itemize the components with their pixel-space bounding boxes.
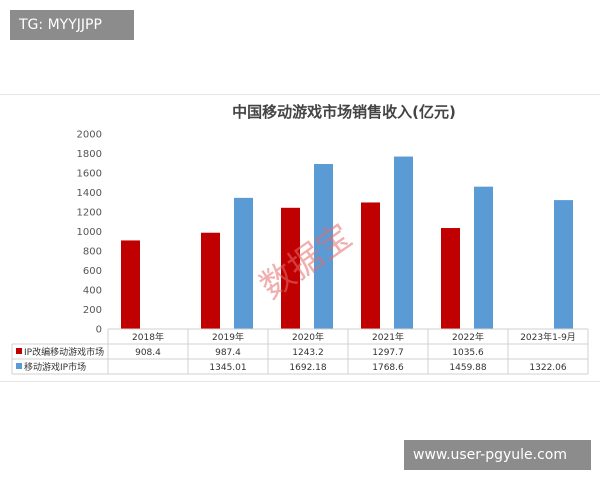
y-tick-label: 1800	[77, 149, 102, 160]
data-value-label: 1345.01	[209, 363, 246, 373]
data-value-label: 1692.18	[289, 363, 326, 373]
y-axis: 0 200 400 600 800 1000 1200 1400 1600 1800 2000	[77, 130, 102, 336]
x-category-label: 2021年	[372, 331, 404, 343]
y-tick-label: 600	[83, 266, 102, 277]
y-tick-label: 2000	[77, 130, 102, 141]
legend-swatch-mobile-ip	[16, 363, 22, 369]
data-value-label: 1322.06	[529, 363, 566, 373]
bar-ip-adapted	[441, 228, 460, 329]
data-value-label: 1243.2	[292, 348, 324, 358]
watermark-text: 数据宝	[253, 216, 359, 307]
chart-title: 中国移动游戏市场销售收入(亿元)	[232, 103, 456, 121]
y-tick-label: 400	[83, 286, 102, 297]
y-tick-label: 0	[96, 325, 102, 336]
bar-mobile-ip	[394, 156, 413, 329]
data-value-label: 1768.6	[372, 363, 404, 373]
x-category-label: 2019年	[212, 331, 244, 343]
bar-mobile-ip	[234, 197, 253, 329]
y-tick-label: 1000	[77, 227, 102, 238]
legend-swatch-ip-adapted	[16, 348, 22, 354]
bar-ip-adapted	[361, 202, 380, 329]
telegram-badge: TG: MYYJJPP	[10, 10, 134, 40]
data-value-label: 1459.88	[449, 363, 486, 373]
y-tick-label: 200	[83, 305, 102, 316]
data-table: 2018年 2019年 2020年 2021年 2022年 2023年1-9月 IP改编移动…	[11, 328, 589, 375]
y-tick-label: 800	[83, 247, 102, 258]
x-category-label: 2020年	[292, 331, 324, 343]
bar-ip-adapted	[281, 207, 300, 329]
y-tick-label: 1200	[77, 208, 102, 219]
legend-series-name: IP改编移动游戏市场	[24, 346, 104, 358]
data-value-label: 1297.7	[372, 348, 404, 358]
bar-ip-adapted	[121, 240, 140, 329]
bar-series	[121, 156, 573, 329]
x-category-label: 2018年	[132, 331, 164, 343]
data-value-label: 1035.6	[452, 348, 484, 358]
sales-revenue-chart: 中国移动游戏市场销售收入(亿元) 0 200 400 600 800 1000 1200 14…	[11, 103, 589, 375]
data-value-label: 908.4	[135, 348, 161, 358]
bar-mobile-ip	[474, 186, 493, 329]
y-tick-label: 1400	[77, 188, 102, 199]
bar-mobile-ip	[554, 200, 573, 329]
data-value-label: 987.4	[215, 348, 241, 358]
legend-series-name: 移动游戏IP市场	[24, 361, 86, 373]
y-tick-label: 1600	[77, 169, 102, 180]
website-badge: www.user-pgyule.com	[404, 440, 591, 470]
x-category-label: 2022年	[452, 331, 484, 343]
bar-ip-adapted	[201, 232, 220, 329]
x-category-label: 2023年1-9月	[520, 331, 576, 343]
chart-frame: 中国移动游戏市场销售收入(亿元) 0 200 400 600 800 1000 1200 14…	[0, 94, 600, 382]
bar-mobile-ip	[314, 164, 333, 329]
